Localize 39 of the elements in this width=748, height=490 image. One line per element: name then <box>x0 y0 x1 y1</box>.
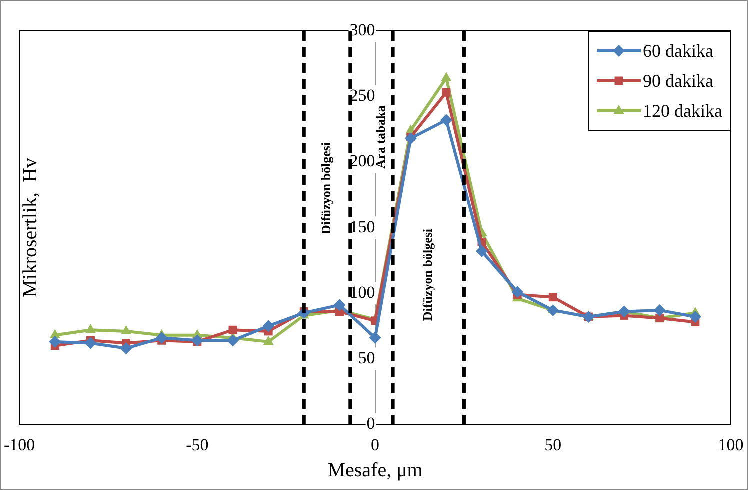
y-tick-label: 0 <box>366 414 376 434</box>
point <box>156 332 168 344</box>
point <box>442 88 451 97</box>
point <box>228 326 238 334</box>
point <box>227 334 240 347</box>
point <box>334 299 346 312</box>
legend-label: 60 dakika <box>643 40 714 62</box>
y-tick-label: 300 <box>350 20 376 40</box>
point <box>120 342 132 355</box>
point <box>369 332 382 344</box>
annotation: Difüzyon bölgesi <box>420 228 436 322</box>
point <box>84 337 97 350</box>
point <box>86 324 96 334</box>
point <box>512 286 524 298</box>
legend-label: 120 dakika <box>643 100 722 122</box>
x-axis-title: Mesafe, μm <box>328 459 424 482</box>
point <box>548 293 558 302</box>
point <box>654 304 666 316</box>
point <box>440 114 452 126</box>
point <box>441 72 452 82</box>
x-tick-label: -50 <box>186 435 209 454</box>
y-tick-label: 50 <box>358 348 376 368</box>
x-tick-label: 100 <box>718 435 744 454</box>
y-tick-label: 200 <box>350 152 376 171</box>
point <box>689 311 702 324</box>
point <box>49 336 62 348</box>
y-tick-label: 250 <box>350 86 376 106</box>
legend-label: 90 dakika <box>643 70 714 92</box>
annotation: Ara tabaka <box>373 105 388 169</box>
x-tick-label: -100 <box>4 435 36 454</box>
point <box>476 245 488 258</box>
y-axis-title: Mikrosertlik, Hv <box>19 158 42 298</box>
point <box>404 132 417 145</box>
x-tick-label: 50 <box>544 435 562 454</box>
annotation: Difüzyon bölgesi <box>318 142 334 234</box>
point <box>547 304 560 316</box>
point <box>262 320 275 332</box>
point <box>618 306 630 318</box>
point <box>191 334 204 347</box>
